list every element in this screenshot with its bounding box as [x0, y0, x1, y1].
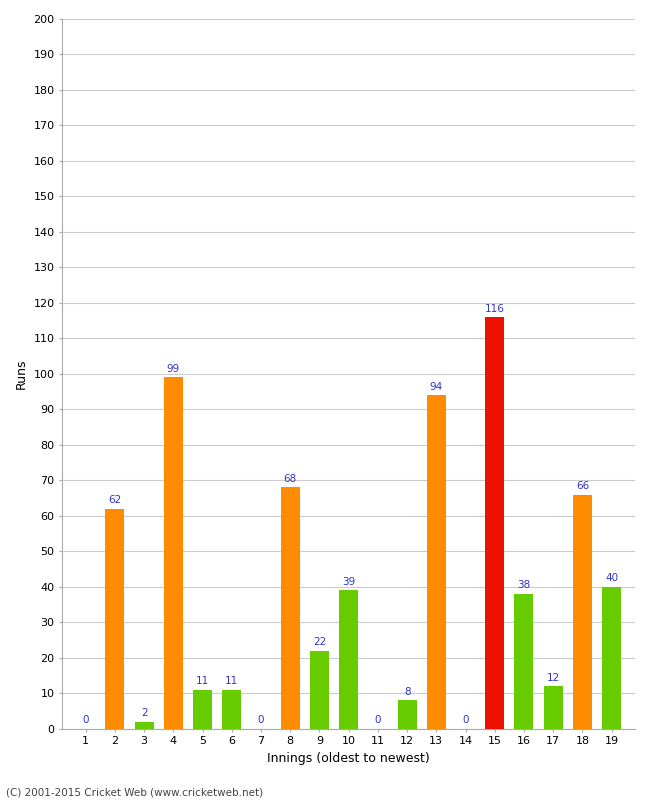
Bar [164, 378, 183, 729]
Text: 0: 0 [83, 715, 89, 726]
Bar [310, 650, 329, 729]
Bar [339, 590, 358, 729]
Text: 39: 39 [342, 577, 356, 587]
Bar [543, 686, 563, 729]
Text: 68: 68 [283, 474, 297, 484]
Bar [514, 594, 534, 729]
Bar [105, 509, 124, 729]
Text: 94: 94 [430, 382, 443, 392]
Text: 99: 99 [166, 364, 180, 374]
Bar [427, 395, 446, 729]
Bar [281, 487, 300, 729]
Text: 116: 116 [485, 303, 504, 314]
Text: 22: 22 [313, 637, 326, 647]
Text: 0: 0 [258, 715, 265, 726]
Bar [573, 494, 592, 729]
Text: 38: 38 [517, 580, 530, 590]
Bar [193, 690, 212, 729]
Text: 0: 0 [374, 715, 381, 726]
Text: (C) 2001-2015 Cricket Web (www.cricketweb.net): (C) 2001-2015 Cricket Web (www.cricketwe… [6, 787, 264, 798]
Text: 40: 40 [605, 574, 618, 583]
X-axis label: Innings (oldest to newest): Innings (oldest to newest) [267, 752, 430, 765]
Text: 66: 66 [576, 481, 589, 491]
Bar [135, 722, 153, 729]
Text: 8: 8 [404, 687, 410, 697]
Text: 2: 2 [141, 708, 148, 718]
Bar [602, 587, 621, 729]
Text: 62: 62 [109, 495, 122, 506]
Text: 12: 12 [547, 673, 560, 682]
Y-axis label: Runs: Runs [15, 358, 28, 389]
Text: 0: 0 [462, 715, 469, 726]
Bar [486, 317, 504, 729]
Text: 11: 11 [196, 676, 209, 686]
Bar [222, 690, 241, 729]
Bar [398, 701, 417, 729]
Text: 11: 11 [225, 676, 239, 686]
